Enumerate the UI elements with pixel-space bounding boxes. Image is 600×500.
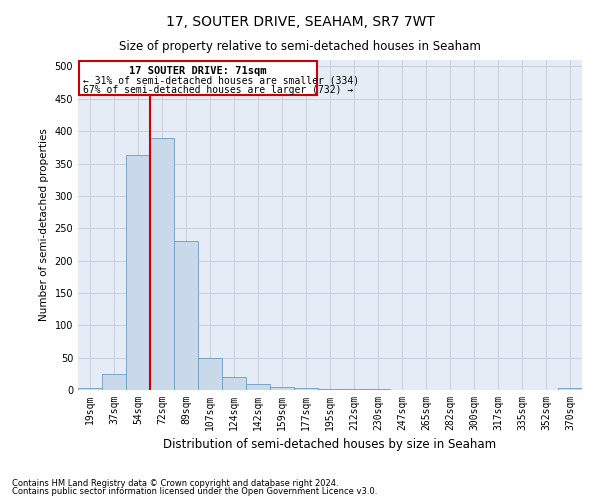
Bar (150, 138, 174, 390)
Bar (558, 388, 582, 390)
Bar (102, 374, 126, 390)
Y-axis label: Number of semi-detached properties: Number of semi-detached properties (39, 128, 49, 322)
Text: 17, SOUTER DRIVE, SEAHAM, SR7 7WT: 17, SOUTER DRIVE, SEAHAM, SR7 7WT (166, 15, 434, 29)
X-axis label: Distribution of semi-detached houses by size in Seaham: Distribution of semi-detached houses by … (163, 438, 497, 452)
Text: Contains public sector information licensed under the Open Government Licence v3: Contains public sector information licen… (12, 487, 377, 496)
Bar (174, 241, 198, 390)
Bar (78, 388, 102, 390)
Text: 17 SOUTER DRIVE: 71sqm: 17 SOUTER DRIVE: 71sqm (129, 66, 267, 76)
Text: Contains HM Land Registry data © Crown copyright and database right 2024.: Contains HM Land Registry data © Crown c… (12, 478, 338, 488)
Bar (246, 384, 270, 390)
Bar (222, 377, 246, 390)
Bar (79, 62, 317, 95)
Text: ← 31% of semi-detached houses are smaller (334): ← 31% of semi-detached houses are smalle… (83, 76, 359, 86)
Text: 67% of semi-detached houses are larger (732) →: 67% of semi-detached houses are larger (… (83, 84, 353, 94)
Bar (270, 387, 294, 390)
Bar (294, 388, 318, 390)
Bar (198, 358, 222, 390)
Bar (126, 155, 150, 390)
Text: Size of property relative to semi-detached houses in Seaham: Size of property relative to semi-detach… (119, 40, 481, 53)
Bar (318, 388, 342, 390)
